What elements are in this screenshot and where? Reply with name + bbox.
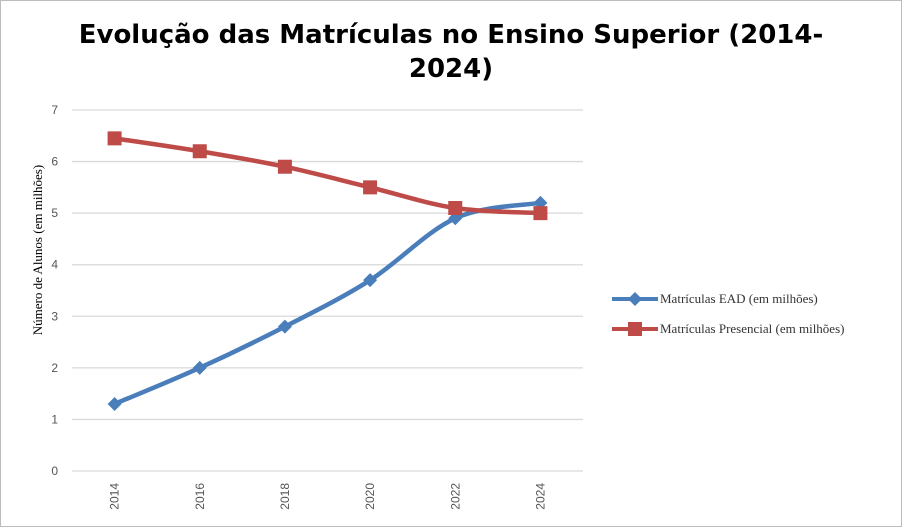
chart-title: Evolução das Matrículas no Ensino Superi… [0,18,902,86]
data-point-ead [192,360,207,375]
y-tick-label: 3 [51,309,58,323]
legend-swatch [612,322,658,336]
data-point-ead [363,273,378,288]
data-point-presencial [107,131,122,146]
data-point-presencial [533,206,548,221]
x-tick-label: 2014 [108,483,122,510]
y-tick-label: 1 [51,412,58,426]
x-tick-label: 2024 [533,483,547,510]
chart-title-line1: Evolução das Matrículas no Ensino Superi… [78,20,824,50]
y-tick-label: 4 [51,258,58,272]
series-line-presencial [114,136,541,216]
legend-label: Matrículas EAD (em milhões) [660,291,818,306]
x-tick-label: 2022 [448,483,462,510]
y-tick-label: 7 [51,103,58,117]
series-line-ead [113,200,541,407]
y-tick-label: 5 [51,206,58,220]
data-point-presencial [448,200,463,215]
x-tick-label: 2020 [363,483,377,510]
y-tick-label: 0 [51,464,58,478]
data-point-presencial [363,180,378,195]
data-point-presencial [277,159,292,174]
data-point-ead [107,396,122,411]
y-tick-label: 6 [51,155,58,169]
x-tick-label: 2018 [278,483,292,510]
legend-item: Matrículas EAD (em milhões) [612,284,844,314]
legend-item: Matrículas Presencial (em milhões) [612,314,844,344]
chart-title-line2: 2024) [408,54,494,84]
x-tick-label: 2016 [193,483,207,510]
legend-label: Matrículas Presencial (em milhões) [660,321,845,336]
legend: Matrículas EAD (em milhões) Matrículas Pr… [612,284,844,344]
data-point-presencial [192,144,207,159]
y-tick-label: 2 [51,361,58,375]
data-point-ead [277,319,292,334]
legend-swatch [612,292,658,306]
